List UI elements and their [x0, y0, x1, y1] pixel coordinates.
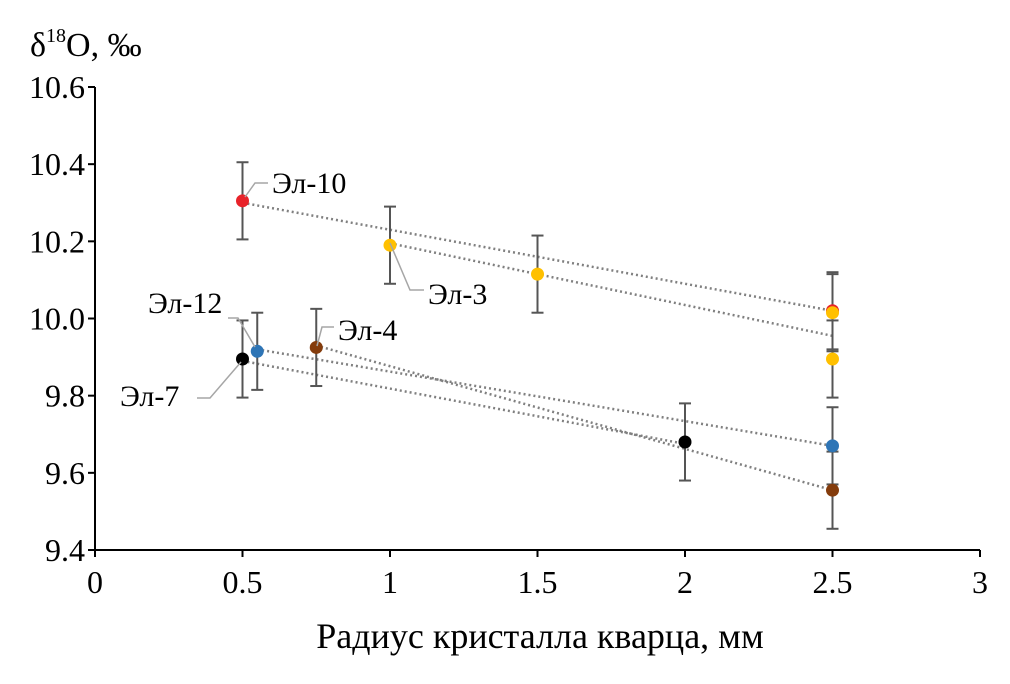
- data-point: [678, 435, 692, 449]
- data-point: [826, 483, 839, 497]
- trendline-3: [315, 344, 833, 492]
- y-tick-label: 10.0: [29, 301, 85, 337]
- data-point: [826, 439, 839, 453]
- y-tick-label: 9.8: [45, 378, 85, 414]
- data-point: [236, 194, 249, 208]
- y-tick-label: 9.4: [45, 532, 85, 568]
- y-tick-label: 10.6: [29, 69, 85, 105]
- trendline-4: [242, 359, 686, 446]
- x-tick-label: 0.5: [223, 564, 263, 600]
- y-axis-title: δ18O, ‰: [30, 25, 142, 64]
- leader-line: [244, 182, 268, 198]
- x-tick-label: 2.5: [813, 564, 853, 600]
- x-tick-label: 1: [382, 564, 398, 600]
- leader-line: [316, 326, 334, 347]
- leader-line: [228, 317, 256, 348]
- leader-line: [389, 242, 424, 291]
- data-point: [309, 340, 323, 354]
- y-tick-label: 10.4: [29, 146, 85, 182]
- data-point: [531, 267, 544, 281]
- y-tick-label: 10.2: [29, 223, 85, 259]
- x-tick-label: 1.5: [518, 564, 558, 600]
- data-point: [383, 238, 397, 252]
- series-label: Эл-12: [148, 287, 222, 320]
- series-label: Эл-10: [272, 167, 346, 200]
- trendline-1: [389, 242, 833, 338]
- x-axis-title: Радиус кристалла кварца, мм: [316, 616, 763, 656]
- data-point: [250, 344, 264, 358]
- data-point: [236, 352, 249, 366]
- series-label: Эл-3: [428, 278, 487, 311]
- x-tick-label: 3: [972, 564, 988, 600]
- y-tick-label: 9.6: [45, 455, 85, 491]
- series-label: Эл-7: [120, 380, 179, 413]
- x-tick-label: 0: [87, 564, 103, 600]
- trendline-2: [257, 348, 833, 448]
- x-tick-label: 2: [677, 564, 693, 600]
- data-point: [826, 306, 839, 320]
- leader-line: [197, 361, 242, 399]
- series-label: Эл-4: [338, 314, 397, 347]
- data-point: [826, 352, 839, 366]
